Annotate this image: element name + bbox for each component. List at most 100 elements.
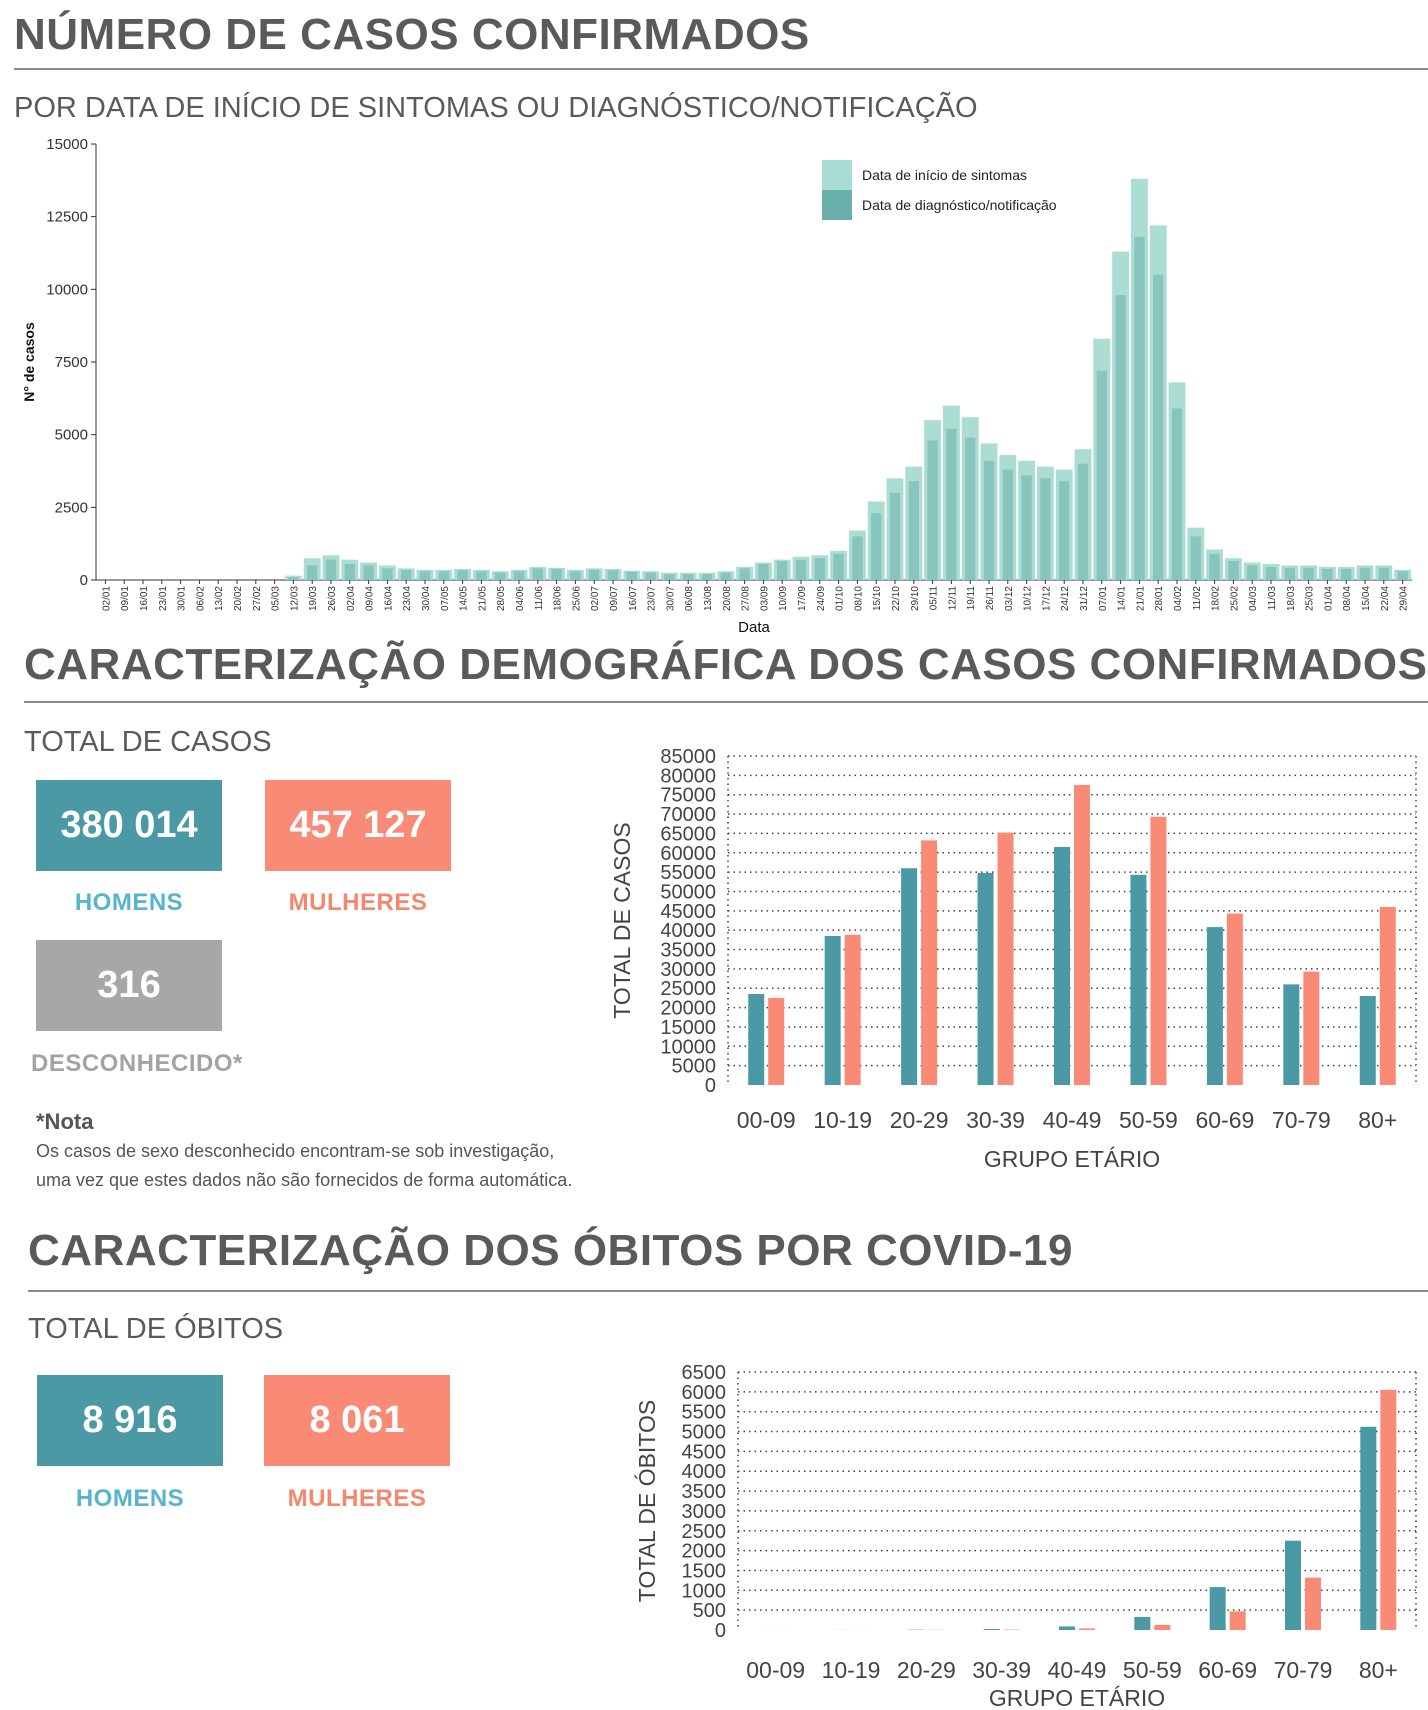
x-tick-label: 09/01: [120, 586, 131, 611]
bar-notification: [683, 574, 694, 580]
bar-notification: [325, 559, 337, 580]
bar-notification: [1134, 237, 1145, 580]
cases-by-age-chart: 0500010000150002000025000300003500040000…: [609, 746, 1417, 1172]
x-tick-label: 05/11: [929, 586, 940, 611]
y-tick-label: 500: [693, 1600, 726, 1622]
bar-notification: [758, 564, 769, 580]
x-axis-title: GRUPO ETÁRIO: [989, 1685, 1165, 1710]
deaths-women-value: 8 061: [264, 1375, 450, 1466]
x-tick-label: 11/02: [1192, 586, 1203, 611]
bar-men: [1054, 846, 1070, 1085]
bar-notification: [438, 571, 449, 580]
y-axis-title: TOTAL DE CASOS: [609, 822, 635, 1018]
bar-notification: [1077, 463, 1089, 580]
bar-notification: [1228, 561, 1239, 580]
x-tick-label: 10/12: [1023, 586, 1034, 611]
bar-notification: [307, 565, 318, 580]
y-tick-label: 55000: [660, 862, 716, 884]
y-tick-label: 3500: [682, 1481, 727, 1503]
y-tick-label: 4000: [682, 1461, 727, 1483]
y-tick-label: 70000: [660, 804, 716, 826]
bar-women: [1380, 1389, 1397, 1630]
bar-notification: [1303, 567, 1314, 580]
x-tick-label: 29/04: [1399, 586, 1410, 611]
x-tick-label: 09/04: [365, 586, 376, 611]
bar-women: [844, 934, 861, 1085]
y-tick-label: 10000: [46, 281, 88, 298]
deaths-by-age-chart: 0500100015002000250030003500400045005000…: [634, 1362, 1417, 1710]
bar-notification: [551, 568, 562, 580]
y-tick-label: 80000: [660, 765, 716, 787]
x-tick-label: 15/10: [872, 586, 883, 611]
bar-notification: [795, 559, 807, 580]
bar-notification: [419, 571, 431, 580]
x-tick-label: 60-69: [1198, 1657, 1257, 1683]
x-tick-label: 17/12: [1041, 586, 1052, 611]
x-tick-label: 40-49: [1043, 1107, 1102, 1133]
y-tick-label: 10000: [660, 1036, 716, 1058]
section1-subtitle: POR DATA DE INÍCIO DE SINTOMAS OU DIAGNÓ…: [14, 92, 978, 124]
bar-men: [901, 868, 918, 1085]
bar-notification: [833, 553, 844, 580]
x-tick-label: 30-39: [972, 1657, 1031, 1683]
x-tick-label: 23/07: [647, 586, 658, 611]
x-tick-label: 31/12: [1079, 586, 1090, 611]
x-tick-label: 11/06: [534, 586, 545, 611]
x-tick-label: 02/01: [101, 586, 112, 611]
bar-notification: [607, 570, 619, 580]
y-tick-label: 7500: [55, 354, 88, 371]
x-tick-label: 26/11: [985, 586, 996, 611]
y-tick-label: 85000: [660, 746, 716, 768]
x-tick-label: 14/01: [1117, 586, 1128, 611]
y-tick-label: 3000: [682, 1501, 727, 1523]
bar-notification: [288, 577, 299, 580]
y-tick-label: 5000: [682, 1422, 727, 1444]
x-tick-label: 10-19: [813, 1107, 872, 1133]
bar-notification: [1040, 478, 1051, 580]
y-tick-label: 2500: [682, 1521, 727, 1543]
x-tick-label: 06/08: [684, 586, 695, 611]
x-tick-label: 16/04: [383, 586, 394, 611]
y-tick-label: 5000: [55, 427, 88, 444]
bar-notification: [1002, 469, 1013, 580]
x-tick-label: 04/02: [1173, 586, 1184, 611]
bar-women: [768, 997, 785, 1085]
bar-notification: [363, 565, 374, 580]
y-tick-label: 75000: [660, 785, 716, 807]
x-tick-label: 25/02: [1229, 586, 1240, 611]
bar-women: [1154, 1624, 1171, 1630]
x-tick-label: 04/06: [515, 586, 526, 611]
x-tick-label: 20/02: [233, 586, 244, 611]
section2-title: CARACTERIZAÇÃO DEMOGRÁFICA DOS CASOS CON…: [24, 640, 1428, 689]
x-axis-title: GRUPO ETÁRIO: [984, 1146, 1160, 1172]
y-tick-label: 15000: [660, 1017, 716, 1039]
bar-notification: [965, 437, 976, 580]
deaths-men-label: HOMENS: [75, 1485, 185, 1512]
x-tick-label: 27/02: [252, 586, 263, 611]
bar-notification: [1171, 408, 1183, 580]
y-tick-label: 4500: [682, 1441, 727, 1463]
x-tick-label: 29/10: [910, 586, 921, 611]
bar-notification: [645, 572, 656, 580]
legend-label: Data de início de sintomas: [862, 167, 1027, 183]
x-tick-label: 07/05: [440, 586, 451, 611]
section3-divider: [28, 1290, 1428, 1292]
y-tick-label: 2500: [55, 499, 88, 516]
y-tick-label: 45000: [660, 901, 716, 923]
x-tick-label: 25/06: [571, 586, 582, 611]
y-tick-label: 6500: [682, 1362, 727, 1384]
y-axis-title: TOTAL DE ÓBITOS: [634, 1400, 660, 1602]
bar-notification: [1059, 481, 1070, 580]
y-tick-label: 35000: [660, 940, 716, 962]
bar-notification: [889, 492, 901, 580]
x-tick-label: 24/12: [1060, 586, 1071, 611]
x-tick-label: 21/05: [477, 586, 488, 611]
bar-notification: [1284, 567, 1295, 580]
bar-notification: [927, 440, 938, 580]
note-title: *Nota: [36, 1109, 94, 1134]
bar-men: [1209, 1587, 1226, 1630]
x-tick-label: 21/01: [1135, 586, 1146, 611]
bar-notification: [1209, 553, 1220, 580]
bar-men: [748, 994, 765, 1085]
x-tick-label: 02/07: [590, 586, 601, 611]
